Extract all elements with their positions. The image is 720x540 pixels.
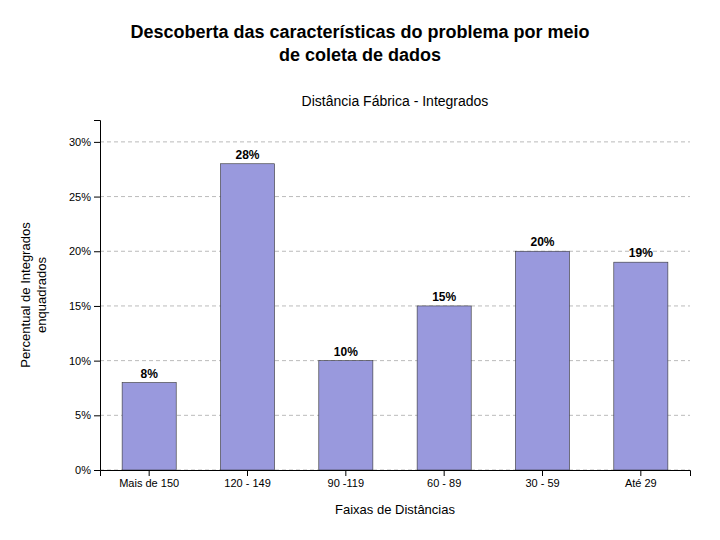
y-tick-mark <box>94 361 100 362</box>
bar <box>220 164 274 470</box>
x-axis-line <box>101 471 691 477</box>
y-tick: 25% <box>69 191 100 203</box>
data-label: 8% <box>140 367 158 381</box>
x-tick-mark <box>345 470 346 476</box>
x-tick-label: 90 -119 <box>328 477 365 489</box>
y-tick: 20% <box>69 245 100 257</box>
x-tick-label: 30 - 59 <box>525 477 559 489</box>
grid-line <box>100 360 690 361</box>
x-tick-label: Mais de 150 <box>119 477 179 489</box>
y-tick-mark <box>94 251 100 252</box>
y-tick: 10% <box>69 355 100 367</box>
x-tick: 30 - 59 <box>525 470 559 489</box>
plot: Distância Fábrica - Integrados 8% 28% 10% 15… <box>18 93 690 517</box>
grid-line <box>100 141 690 142</box>
x-tick: 90 -119 <box>328 470 365 489</box>
bar <box>417 306 471 470</box>
data-labels: 8% 28% 10% 15% 20% 19% <box>140 148 653 381</box>
y-tick-label: 5% <box>75 409 91 421</box>
data-label: 10% <box>334 345 358 359</box>
x-tick: 120 - 149 <box>224 470 270 489</box>
y-tick: 5% <box>75 409 100 421</box>
grid-line <box>100 305 690 306</box>
data-label: 20% <box>530 235 554 249</box>
y-tick: 30% <box>69 136 100 148</box>
y-tick: 0% <box>75 464 100 476</box>
y-tick-label: 30% <box>69 136 91 148</box>
x-tick-label: Até 29 <box>625 477 657 489</box>
bar <box>122 383 176 471</box>
grid <box>100 142 690 470</box>
data-label: 19% <box>629 246 653 260</box>
x-axis: Mais de 150 120 - 149 90 -119 60 - 89 30 - 5… <box>101 470 691 489</box>
y-tick-mark <box>94 470 100 471</box>
y-tick-mark <box>94 197 100 198</box>
x-tick-mark <box>542 470 543 476</box>
x-tick: 60 - 89 <box>427 470 461 489</box>
bar <box>319 361 373 470</box>
y-tick-label: 15% <box>69 300 91 312</box>
data-label: 28% <box>235 148 259 162</box>
y-tick-label: 25% <box>69 191 91 203</box>
y-tick: 15% <box>69 300 100 312</box>
y-tick-label: 20% <box>69 245 91 257</box>
y-axis: 0% 5% 10% 15% 20% 25% 30% <box>69 121 101 477</box>
y-tick-mark <box>94 415 100 416</box>
grid-line <box>100 415 690 416</box>
text-line: Percentual de Integrados <box>18 222 33 368</box>
x-tick-mark <box>149 470 150 476</box>
x-tick-label: 120 - 149 <box>224 477 270 489</box>
x-tick: Mais de 150 <box>119 470 179 489</box>
data-label: 15% <box>432 290 456 304</box>
y-tick-mark <box>94 142 100 143</box>
x-axis-label: Faixas de Distâncias <box>335 502 455 517</box>
y-tick-mark <box>94 306 100 307</box>
x-tick-label: 60 - 89 <box>427 477 461 489</box>
x-tick-mark <box>444 470 445 476</box>
subtitle: Distância Fábrica - Integrados <box>302 93 489 109</box>
x-tick-mark <box>247 470 248 476</box>
bar <box>614 262 668 470</box>
text-line: Descoberta das características do proble… <box>130 22 589 42</box>
chart-svg: Descoberta das características do proble… <box>0 0 720 540</box>
y-axis-line <box>94 121 101 471</box>
x-tick: Até 29 <box>625 470 657 489</box>
bars <box>122 164 668 470</box>
text-line: enquadrados <box>34 257 49 333</box>
y-tick-label: 0% <box>75 464 91 476</box>
y-axis-label: Percentual de Integradosenquadrados <box>18 222 49 368</box>
x-tick-mark <box>640 470 641 476</box>
text-line: de coleta de dados <box>279 45 441 65</box>
grid-line <box>100 196 690 197</box>
bar <box>515 251 569 470</box>
grid-line <box>100 251 690 252</box>
y-tick-label: 10% <box>69 355 91 367</box>
title: Descoberta das características do proble… <box>130 22 589 65</box>
